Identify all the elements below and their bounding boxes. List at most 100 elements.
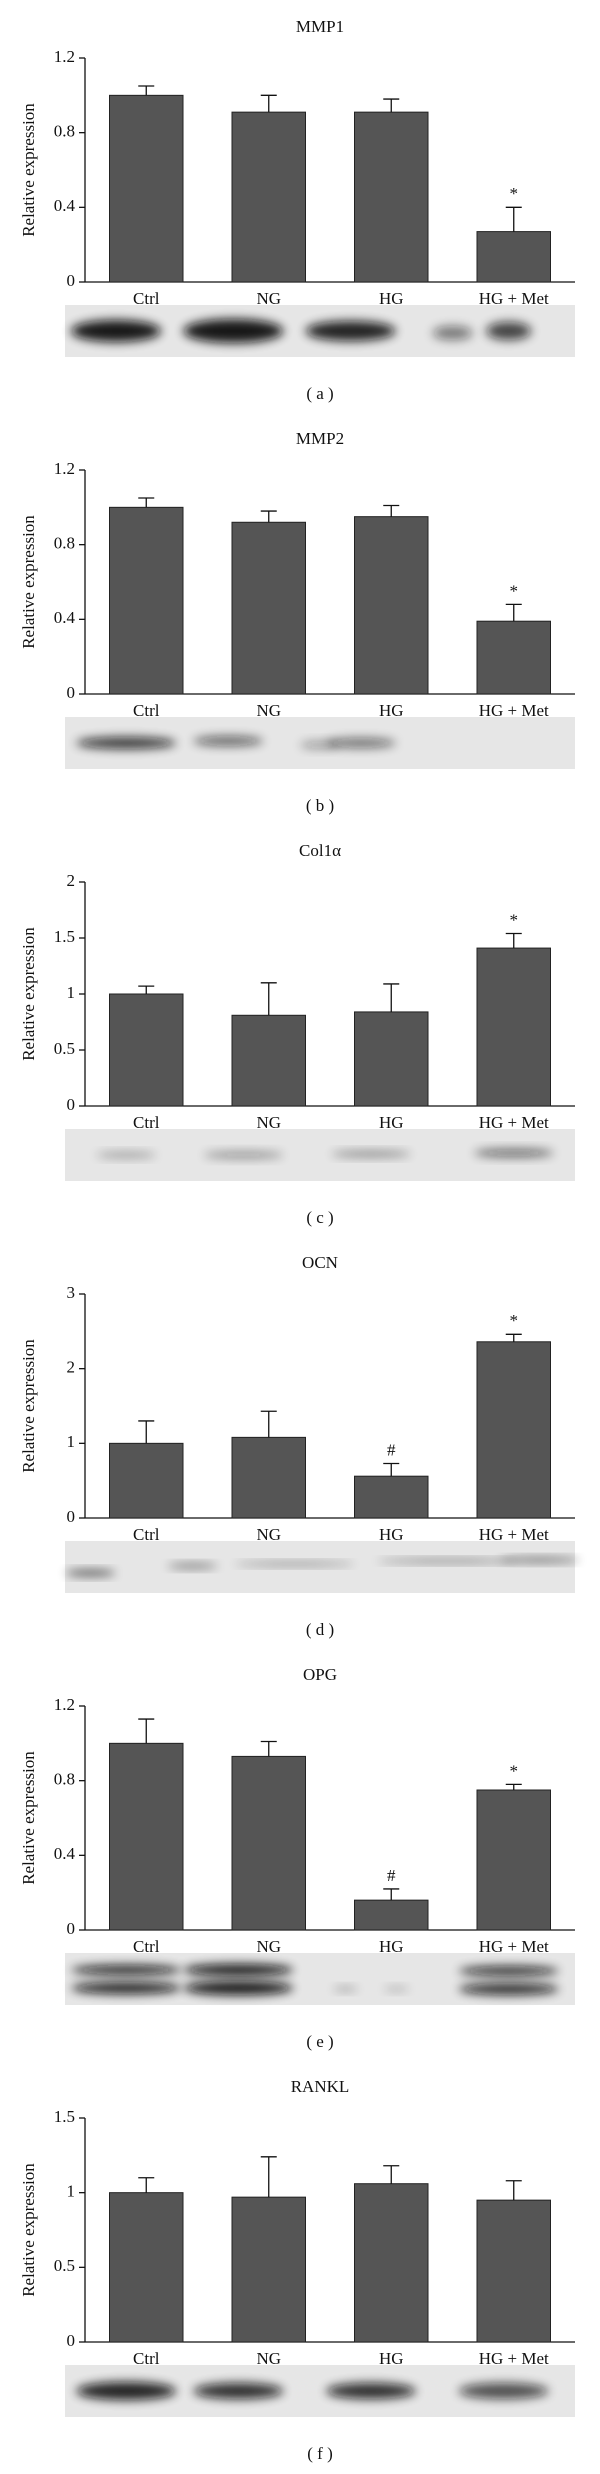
y-tick-label: 1.5: [54, 2107, 75, 2126]
bar: [354, 111, 429, 283]
error-bar: [505, 2180, 522, 2201]
y-tick-label: 0.4: [54, 608, 76, 627]
x-tick-label: NG: [256, 1937, 281, 1956]
blot-band: [458, 1983, 559, 1995]
y-tick-label: 0: [67, 683, 76, 702]
blot-band: [333, 1986, 358, 1992]
panel: RANKL Relative expression 0 0.5 1 1.5 Ctrl NG HG…: [19, 2077, 575, 2463]
bar: [231, 1755, 306, 1931]
blot-background: [65, 1953, 575, 2005]
panel-label: ( b ): [306, 796, 334, 815]
error-bar: [260, 1740, 277, 1757]
blot-band: [432, 326, 473, 340]
blot-band: [499, 1557, 580, 1563]
bar: [109, 506, 184, 695]
blot-band: [76, 737, 177, 749]
y-tick-label: 3: [67, 1283, 76, 1302]
blot-band: [183, 319, 284, 343]
error-bar: [260, 510, 277, 523]
x-tick-label: HG + Met: [479, 1525, 549, 1544]
annotation: *: [510, 910, 519, 929]
bar: [354, 516, 429, 695]
chart-title: OCN: [302, 1253, 338, 1272]
panel-label: ( a ): [306, 384, 333, 403]
y-tick-label: 0: [67, 271, 76, 290]
panel-label: ( e ): [306, 2032, 333, 2051]
error-bar: [505, 206, 522, 232]
bar: [231, 1436, 306, 1519]
x-tick-label: HG + Met: [479, 289, 549, 308]
blot-band: [305, 321, 396, 341]
annotation: *: [510, 1311, 519, 1330]
x-tick-label: HG: [379, 289, 404, 308]
error-bar: [383, 1888, 400, 1901]
bar: [476, 2199, 551, 2343]
y-tick-label: 0.8: [54, 1770, 75, 1789]
y-tick-label: 0.8: [54, 122, 75, 141]
blot-band: [234, 1562, 355, 1566]
panel-label: ( f ): [307, 2444, 332, 2463]
blot-band: [193, 2383, 284, 2399]
bar: [109, 2192, 184, 2343]
x-tick-label: NG: [256, 289, 281, 308]
error-bar: [383, 983, 400, 1012]
bar: [109, 1742, 184, 1931]
blot-band: [76, 2382, 177, 2400]
error-bar: [260, 982, 277, 1016]
y-tick-label: 1: [67, 1432, 76, 1451]
bar: [476, 231, 551, 283]
panel-label: ( d ): [306, 1620, 334, 1639]
y-tick-label: 0.4: [54, 196, 76, 215]
blot-band: [193, 736, 264, 746]
bar: [476, 1341, 551, 1519]
blot-band: [203, 1151, 284, 1159]
blot-band: [183, 1964, 294, 1976]
chart-title: MMP1: [296, 17, 344, 36]
error-bar: [138, 985, 155, 994]
x-tick-label: NG: [256, 701, 281, 720]
y-axis-label: Relative expression: [19, 1339, 38, 1473]
x-tick-label: HG + Met: [479, 701, 549, 720]
y-tick-label: 1: [67, 2182, 76, 2201]
annotation: *: [510, 581, 519, 600]
error-bar: [505, 603, 522, 622]
error-bar: [260, 2156, 277, 2198]
bar: [109, 993, 184, 1107]
y-tick-label: 0.5: [54, 1039, 75, 1058]
x-tick-label: HG: [379, 701, 404, 720]
panel: MMP2 Relative expression 0 0.4 0.8 1.2 Ctrl NG H…: [19, 429, 575, 815]
blot-band: [377, 1559, 518, 1563]
y-tick-label: 1.2: [54, 459, 75, 478]
bar: [231, 1014, 306, 1107]
x-tick-label: NG: [256, 2349, 281, 2368]
x-tick-label: Ctrl: [133, 1937, 160, 1956]
bar: [231, 111, 306, 283]
error-bar: [505, 932, 522, 949]
blot-band: [486, 322, 532, 340]
blot-band: [167, 1563, 218, 1569]
y-axis-label: Relative expression: [19, 103, 38, 237]
x-tick-label: Ctrl: [133, 2349, 160, 2368]
x-tick-label: HG: [379, 2349, 404, 2368]
x-tick-label: HG: [379, 1113, 404, 1132]
y-axis-label: Relative expression: [19, 515, 38, 649]
y-tick-label: 0: [67, 2331, 76, 2350]
error-bar: [138, 85, 155, 96]
error-bar: [260, 94, 277, 113]
chart-title: Col1α: [299, 841, 341, 860]
bar: [354, 2183, 429, 2343]
y-axis-label: Relative expression: [19, 2163, 38, 2297]
blot-band: [473, 1149, 554, 1157]
y-axis-label: Relative expression: [19, 1751, 38, 1885]
annotation: #: [387, 1866, 396, 1885]
y-tick-label: 1.2: [54, 1695, 75, 1714]
chart-title: MMP2: [296, 429, 344, 448]
bar: [109, 94, 184, 283]
error-bar: [383, 2165, 400, 2184]
blot-band: [183, 1981, 294, 1995]
blot-band: [458, 1966, 559, 1976]
error-bar: [138, 497, 155, 508]
x-tick-label: Ctrl: [133, 289, 160, 308]
y-tick-label: 0: [67, 1095, 76, 1114]
